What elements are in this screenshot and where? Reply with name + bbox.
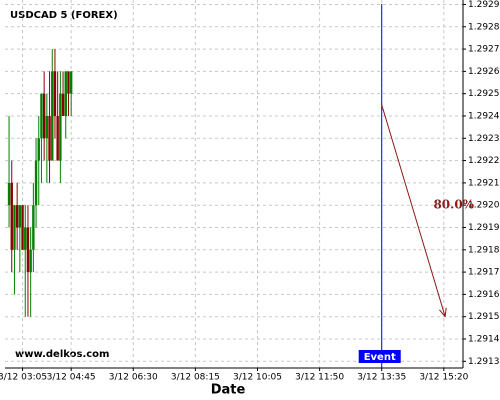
- candle-body: [64, 71, 67, 116]
- candle-body: [15, 205, 19, 228]
- y-tick-label: 1.2919: [468, 223, 500, 233]
- x-tick-label: 3/12 13:35: [357, 373, 406, 383]
- y-tick-label: 1.2915: [468, 312, 500, 322]
- candle-body: [45, 115, 49, 139]
- candle-body: [67, 71, 70, 94]
- y-tick-label: 1.2928: [468, 22, 500, 32]
- x-axis-label: Date: [211, 383, 246, 398]
- candle-body: [69, 71, 73, 94]
- y-tick-label: 1.2925: [468, 89, 500, 99]
- x-tick-label: 3/12 03:05: [0, 373, 47, 383]
- x-tick-label: 3/12 10:05: [233, 373, 282, 383]
- candle-body: [32, 205, 35, 250]
- candle-body: [59, 93, 62, 161]
- y-tick-label: 1.2929: [468, 0, 500, 10]
- y-tick-label: 1.2924: [468, 111, 500, 121]
- y-tick-label: 1.2914: [468, 335, 500, 345]
- candle-body: [42, 93, 46, 139]
- candle-body: [7, 182, 11, 206]
- y-tick-label: 1.2920: [468, 201, 500, 211]
- y-tick-label: 1.2922: [468, 156, 500, 166]
- candle-body: [26, 227, 30, 273]
- forecast-arrow: [381, 104, 446, 317]
- candle-body: [34, 160, 38, 206]
- x-tick-label: 3/12 15:20: [419, 373, 468, 383]
- candle-body: [10, 182, 13, 250]
- candle-body: [24, 227, 27, 250]
- y-tick-label: 1.2927: [468, 45, 500, 55]
- candle-body: [40, 93, 43, 139]
- candle-body: [13, 205, 16, 250]
- candle-body: [53, 71, 57, 116]
- arrow-head: [444, 307, 447, 317]
- watermark: www.delkos.com: [15, 349, 109, 360]
- y-tick-label: 1.2916: [468, 290, 500, 300]
- candle-body: [37, 138, 40, 161]
- y-tick-label: 1.2918: [468, 245, 500, 255]
- candle-body: [56, 115, 59, 161]
- x-tick-label: 3/12 11:50: [295, 373, 344, 383]
- y-tick-label: 1.2917: [468, 268, 500, 278]
- event-label: Event: [364, 352, 396, 363]
- y-tick-label: 1.2921: [468, 178, 500, 188]
- y-tick-label: 1.2923: [468, 134, 500, 144]
- candle-body: [48, 115, 51, 161]
- event-box: [358, 350, 401, 363]
- candle-body: [21, 205, 24, 250]
- candle-body: [29, 249, 32, 273]
- x-tick-label: 3/12 04:45: [47, 373, 96, 383]
- arrow-head: [439, 309, 446, 318]
- chart-title: USDCAD 5 (FOREX): [10, 10, 118, 21]
- candle-body: [18, 205, 22, 228]
- candle-body: [61, 93, 65, 116]
- candle-body: [51, 71, 54, 161]
- y-tick-label: 1.2926: [468, 67, 500, 77]
- x-tick-label: 3/12 06:30: [109, 373, 158, 383]
- x-tick-label: 3/12 08:15: [171, 373, 220, 383]
- forecast-label: 80.0%: [433, 198, 474, 212]
- y-tick-label: 1.2913: [468, 357, 500, 367]
